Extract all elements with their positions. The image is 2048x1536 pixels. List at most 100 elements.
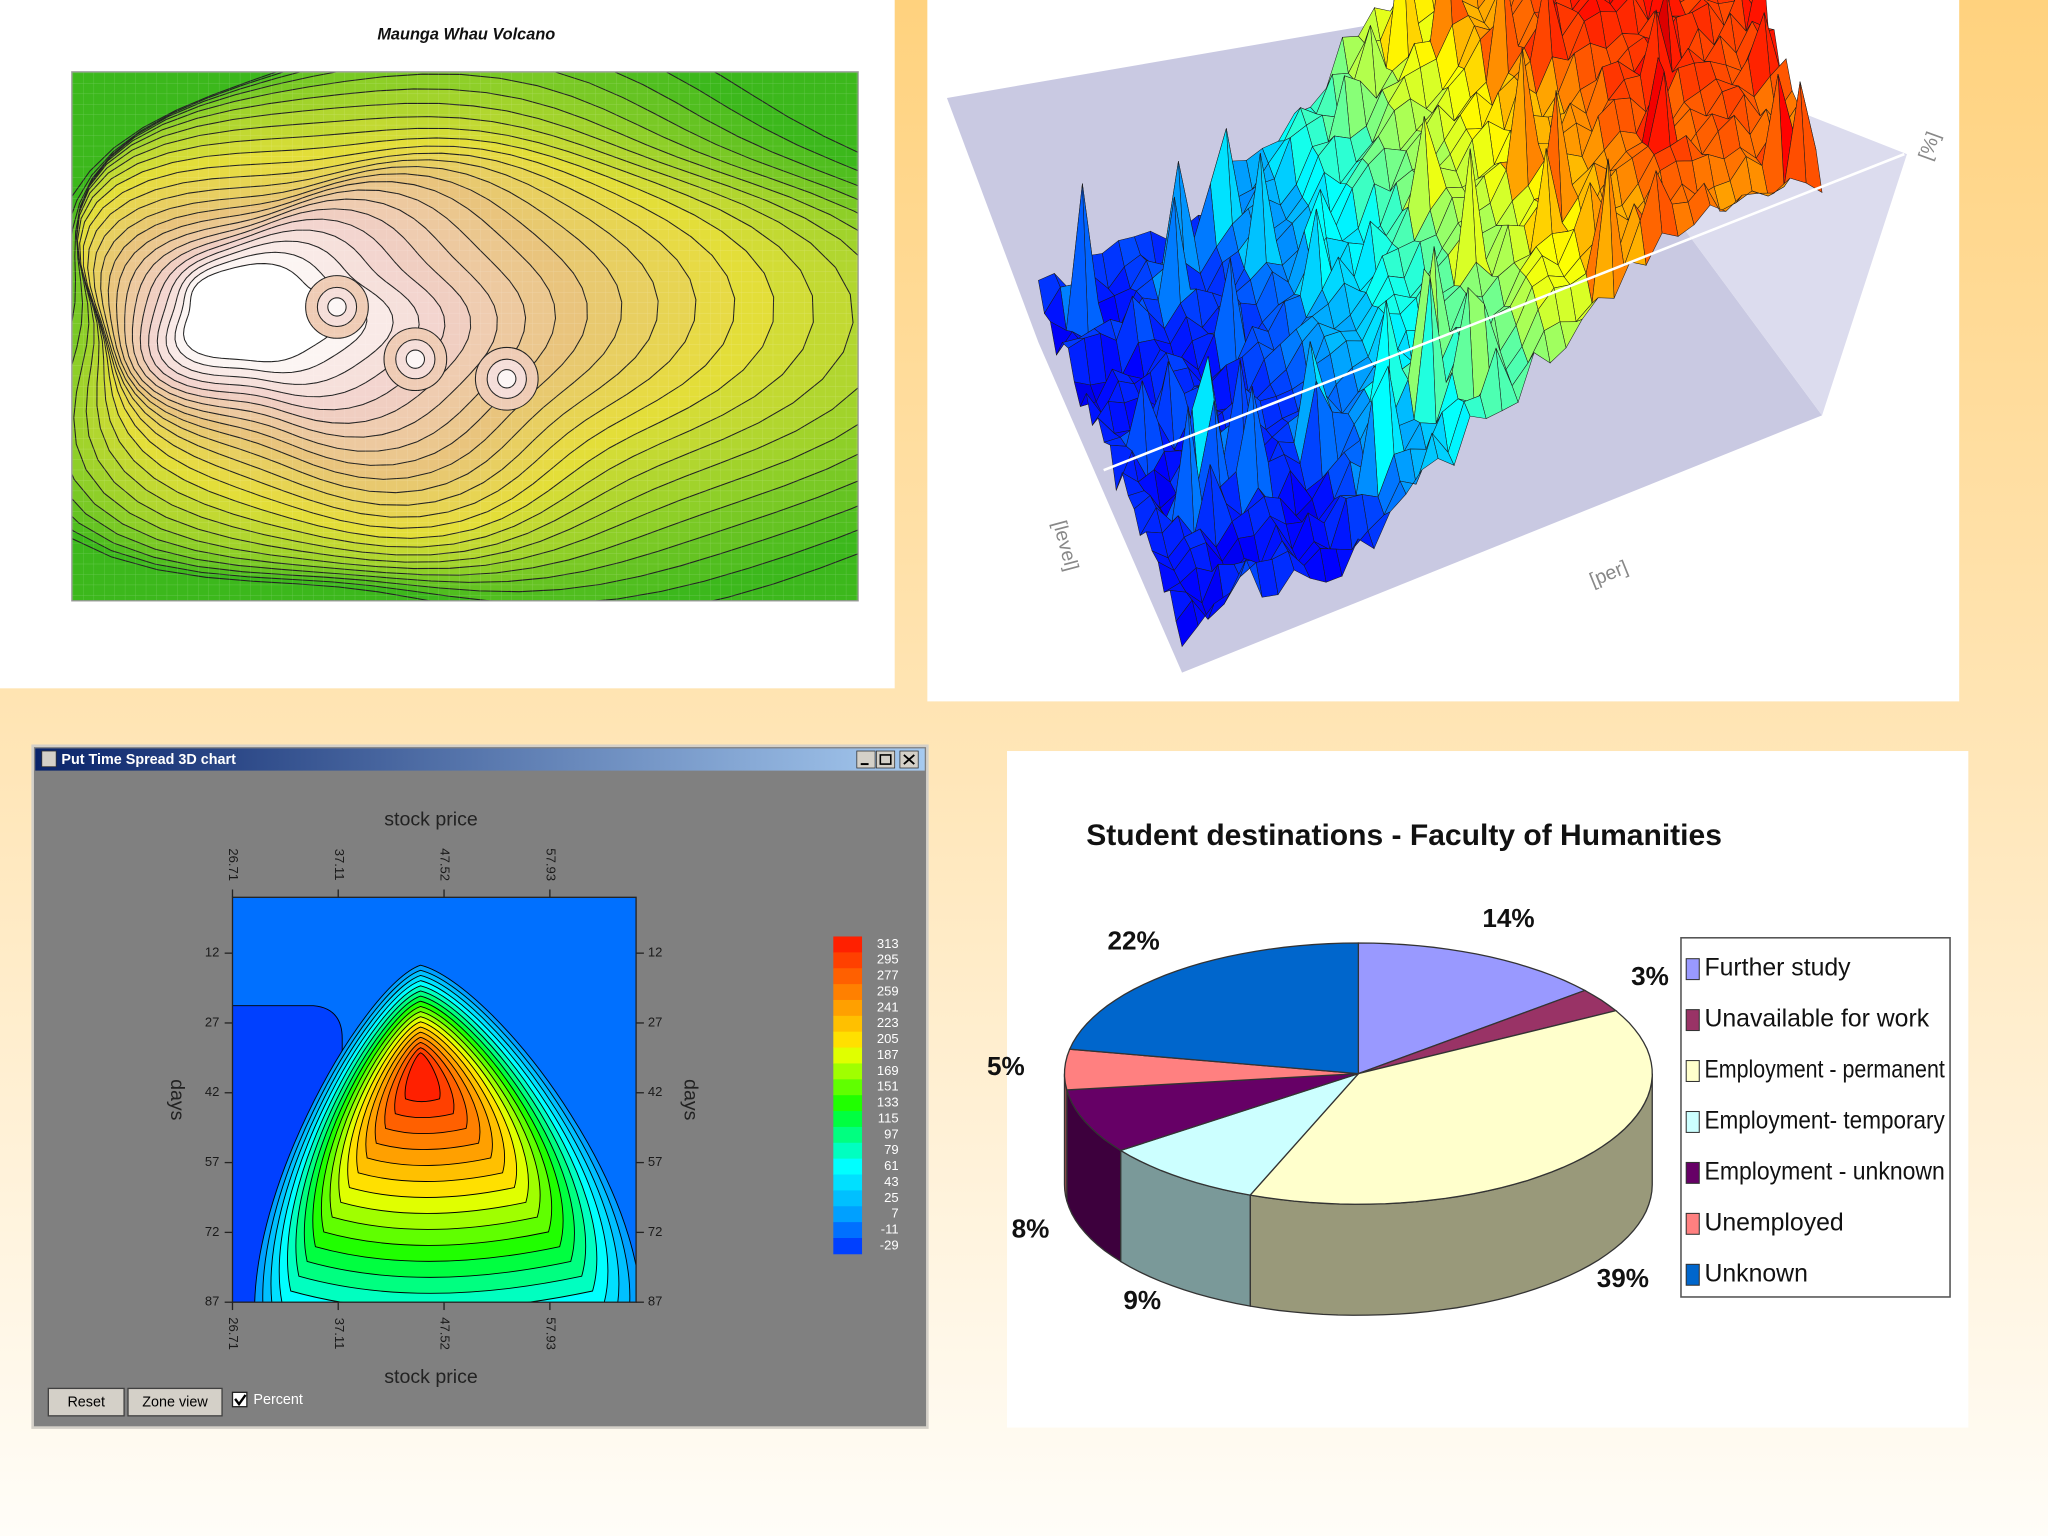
maximize[interactable] (876, 750, 896, 769)
checkbox-box (231, 1391, 248, 1408)
x-tick-label: 26.71 (226, 1317, 241, 1350)
legend-box (1680, 937, 1951, 1298)
pie-slice (1248, 1009, 1653, 1205)
pie-slice (1357, 942, 1587, 1075)
data-label: 5% (987, 1051, 1025, 1081)
colorbar-label: 187 (877, 1047, 899, 1062)
colorbar-label: -29 (880, 1237, 899, 1252)
button[interactable]: Zone view (127, 1387, 223, 1417)
colorbar-label: 25 (884, 1190, 899, 1205)
y-tick-label: 27 (648, 1014, 663, 1029)
x-tick-label: 47.52 (438, 848, 453, 881)
pie-slice (1119, 1072, 1361, 1196)
colorbar-cell (833, 1111, 863, 1128)
data-label: 39% (1597, 1263, 1649, 1293)
window-controls[interactable] (856, 750, 919, 769)
colorbar-label: 313 (877, 936, 899, 951)
button-face (47, 1387, 125, 1417)
colorbar-cell (833, 968, 863, 985)
legend-label: Unemployed (1704, 1209, 1843, 1236)
colorbar-label: 79 (884, 1142, 899, 1157)
pie-slice (1068, 942, 1360, 1075)
colorbar-cell (833, 936, 863, 953)
y-tick-label: 87 (648, 1294, 663, 1309)
legend-swatch (1685, 1263, 1700, 1286)
data-label: 8% (1012, 1213, 1050, 1243)
contour-plot: 26.71 26.71 37.11 37.11 47.52 47.52 57.93 57.93… (47, 808, 899, 1417)
colorbar-cell (833, 1158, 863, 1175)
colorbar-cell (833, 1063, 863, 1080)
title-bar (35, 748, 925, 771)
colorbar-label: 133 (877, 1095, 899, 1110)
x-tick-label: 37.11 (332, 1318, 347, 1350)
colorbar-label: 151 (877, 1079, 899, 1094)
contour-area (71, 71, 859, 601)
maximize-icon (879, 754, 892, 765)
y-tick-label: 42 (205, 1084, 220, 1099)
chart-title: Student destinations - Faculty of Humani… (1086, 819, 1722, 852)
y-tick-label: 72 (205, 1224, 220, 1239)
colorbar-cell (833, 1095, 863, 1112)
colorbar-label: 43 (884, 1174, 899, 1189)
pie-chart: 14% 3% 39% 9% 8% 5% 22% Further study Unavailabl… (987, 903, 1951, 1316)
y-tick-label: 27 (205, 1014, 220, 1029)
legend-swatch (1685, 958, 1700, 981)
legend-label: Employment - unknown (1704, 1158, 1944, 1185)
fine-grid (71, 71, 859, 601)
colorbar-label: 115 (878, 1110, 899, 1125)
data-label: 3% (1631, 961, 1669, 991)
legend-label: Unknown (1704, 1260, 1807, 1287)
legend-swatch (1685, 1110, 1700, 1133)
colorbar-label: 277 (877, 968, 899, 983)
button-face (127, 1387, 223, 1417)
data-label: 14% (1482, 903, 1534, 933)
colorbar-label: 169 (877, 1063, 899, 1078)
colorbar-cell (833, 999, 863, 1017)
colorbar-label: 241 (877, 999, 899, 1014)
checkbox[interactable]: Percent (231, 1391, 303, 1408)
chart-title: Maunga Whau Volcano (377, 26, 555, 44)
legend-label: Employment - permanent (1704, 1057, 1944, 1084)
y-tick-label: 12 (648, 945, 663, 960)
x-tick-label: 57.93 (543, 1317, 558, 1350)
legend-swatch (1685, 1009, 1700, 1032)
legend-label: Employment- temporary (1704, 1108, 1945, 1135)
surface-facet (1569, 0, 1580, 11)
colorbar-label: 223 (877, 1015, 899, 1030)
pie-side (1063, 1073, 1068, 1202)
colorbar-cell (833, 1222, 863, 1239)
minimize[interactable] (856, 750, 876, 769)
colorbar-label: 205 (877, 1031, 899, 1046)
x-tick-label: 26.71 (226, 848, 241, 881)
pie-slice (1065, 1072, 1359, 1152)
colorbar-cell (833, 1047, 863, 1064)
colorbar-label: 61 (884, 1158, 899, 1173)
y-tick-label: 12 (205, 945, 220, 960)
x-axis-label: stock price (384, 1366, 478, 1388)
colorbar-cell (833, 1238, 863, 1255)
colorbar-label: 259 (877, 983, 899, 998)
colorbar-cell (833, 1142, 863, 1160)
contour-plot (71, 71, 859, 602)
colorbar-label: -11 (881, 1222, 899, 1237)
y-tick-label: 42 (648, 1084, 663, 1099)
button[interactable]: Reset (47, 1387, 125, 1417)
y-tick-label: 57 (648, 1154, 663, 1169)
colorbar-label: 7 (891, 1206, 898, 1221)
x-tick-label: 47.52 (438, 1317, 453, 1350)
colorbar-cell (833, 1190, 863, 1207)
window-icon (41, 750, 57, 768)
contour-area (232, 897, 637, 1303)
y-tick-label: 72 (648, 1224, 663, 1239)
checkbox-check (234, 1394, 247, 1407)
colorbar-label: 295 (877, 952, 899, 967)
button-label: Reset (67, 1395, 105, 1411)
legend-swatch (1685, 1161, 1700, 1184)
x-axis-label: stock price (384, 808, 478, 830)
surface-facet (1175, 599, 1199, 648)
y-tick-label: 57 (205, 1154, 220, 1169)
legend-label: Unavailable for work (1704, 1006, 1929, 1033)
colorbar-cell (833, 1015, 863, 1033)
close-icon (903, 754, 915, 765)
